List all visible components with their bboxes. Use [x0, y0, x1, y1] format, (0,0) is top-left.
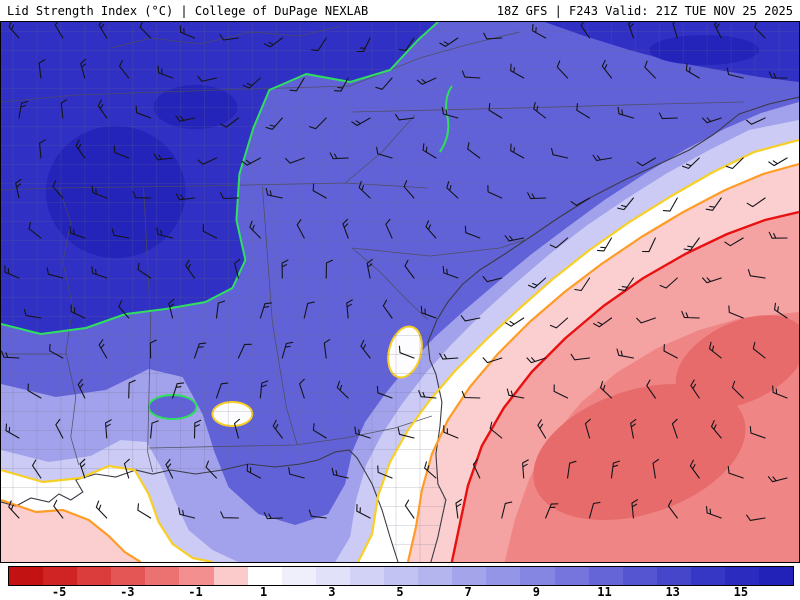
colorbar-segment	[486, 567, 521, 585]
contour-red	[450, 210, 799, 562]
colorbar-tick-label: 11	[597, 585, 612, 599]
fill-deep-red-core	[533, 383, 746, 521]
colorbar-labels: -5 -3 -1 1 3 5 7 9 11 13 15	[0, 585, 800, 600]
header-bar: Lid Strength Index (°C) | College of DuP…	[0, 0, 800, 21]
colorbar-tick-label: 7	[464, 585, 472, 599]
colorbar-segment	[179, 567, 214, 585]
lsi-map	[0, 21, 800, 563]
colorbar-segment	[384, 567, 419, 585]
colorbar-tick-label: 1	[260, 585, 268, 599]
wind-barbs	[1, 22, 788, 521]
colorbar-segment	[418, 567, 453, 585]
colorbar-segment	[43, 567, 78, 585]
map-title: Lid Strength Index (°C) | College of DuP…	[7, 4, 369, 18]
colorbar-tick-label: 9	[532, 585, 540, 599]
colorbar-tick-label: 13	[665, 585, 680, 599]
colorbar-segment	[145, 567, 180, 585]
coastline-gulf	[1, 449, 399, 562]
colorbar-bar	[8, 566, 794, 586]
contour-green	[1, 22, 439, 335]
colorbar-tick-label: 3	[328, 585, 336, 599]
colorbar-segment	[656, 567, 691, 585]
contour-orange-east	[406, 162, 799, 562]
colorbar-segment	[554, 567, 589, 585]
colorbar-tick-label: 5	[396, 585, 404, 599]
colorbar-segment	[213, 567, 248, 585]
contour-orange-west	[1, 498, 142, 562]
colorbar-tick-label: -3	[120, 585, 135, 599]
colorbar-segment	[759, 567, 794, 585]
colorbar-segment	[520, 567, 555, 585]
colorbar-segment	[452, 567, 487, 585]
colorbar: -5 -3 -1 1 3 5 7 9 11 13 15	[0, 563, 800, 600]
colorbar-tick-label: 15	[733, 585, 749, 599]
colorbar-segment	[315, 567, 350, 585]
colorbar-segment	[690, 567, 725, 585]
colorbar-segment	[724, 567, 760, 585]
coastline-atlantic	[427, 96, 799, 562]
colorbar-segment	[622, 567, 657, 585]
colorbar-segment	[349, 567, 385, 585]
fill-deep-red-core-2	[675, 315, 799, 409]
lsi-map-canvas	[1, 22, 799, 562]
colorbar-tick-label: -5	[51, 585, 67, 599]
colorbar-segment	[9, 567, 44, 585]
colorbar-tick-label: -1	[188, 585, 203, 599]
colorbar-segment	[77, 567, 112, 585]
county-borders	[1, 22, 799, 562]
colorbar-segment	[588, 567, 623, 585]
colorbar-segment	[247, 567, 282, 585]
colorbar-segment	[111, 567, 146, 585]
model-valid-time: 18Z GFS | F243 Valid: 21Z TUE NOV 25 202…	[496, 4, 793, 18]
colorbar-segment	[281, 567, 316, 585]
contour-yellow-east	[357, 138, 799, 562]
contour-yellow-west	[1, 464, 213, 562]
